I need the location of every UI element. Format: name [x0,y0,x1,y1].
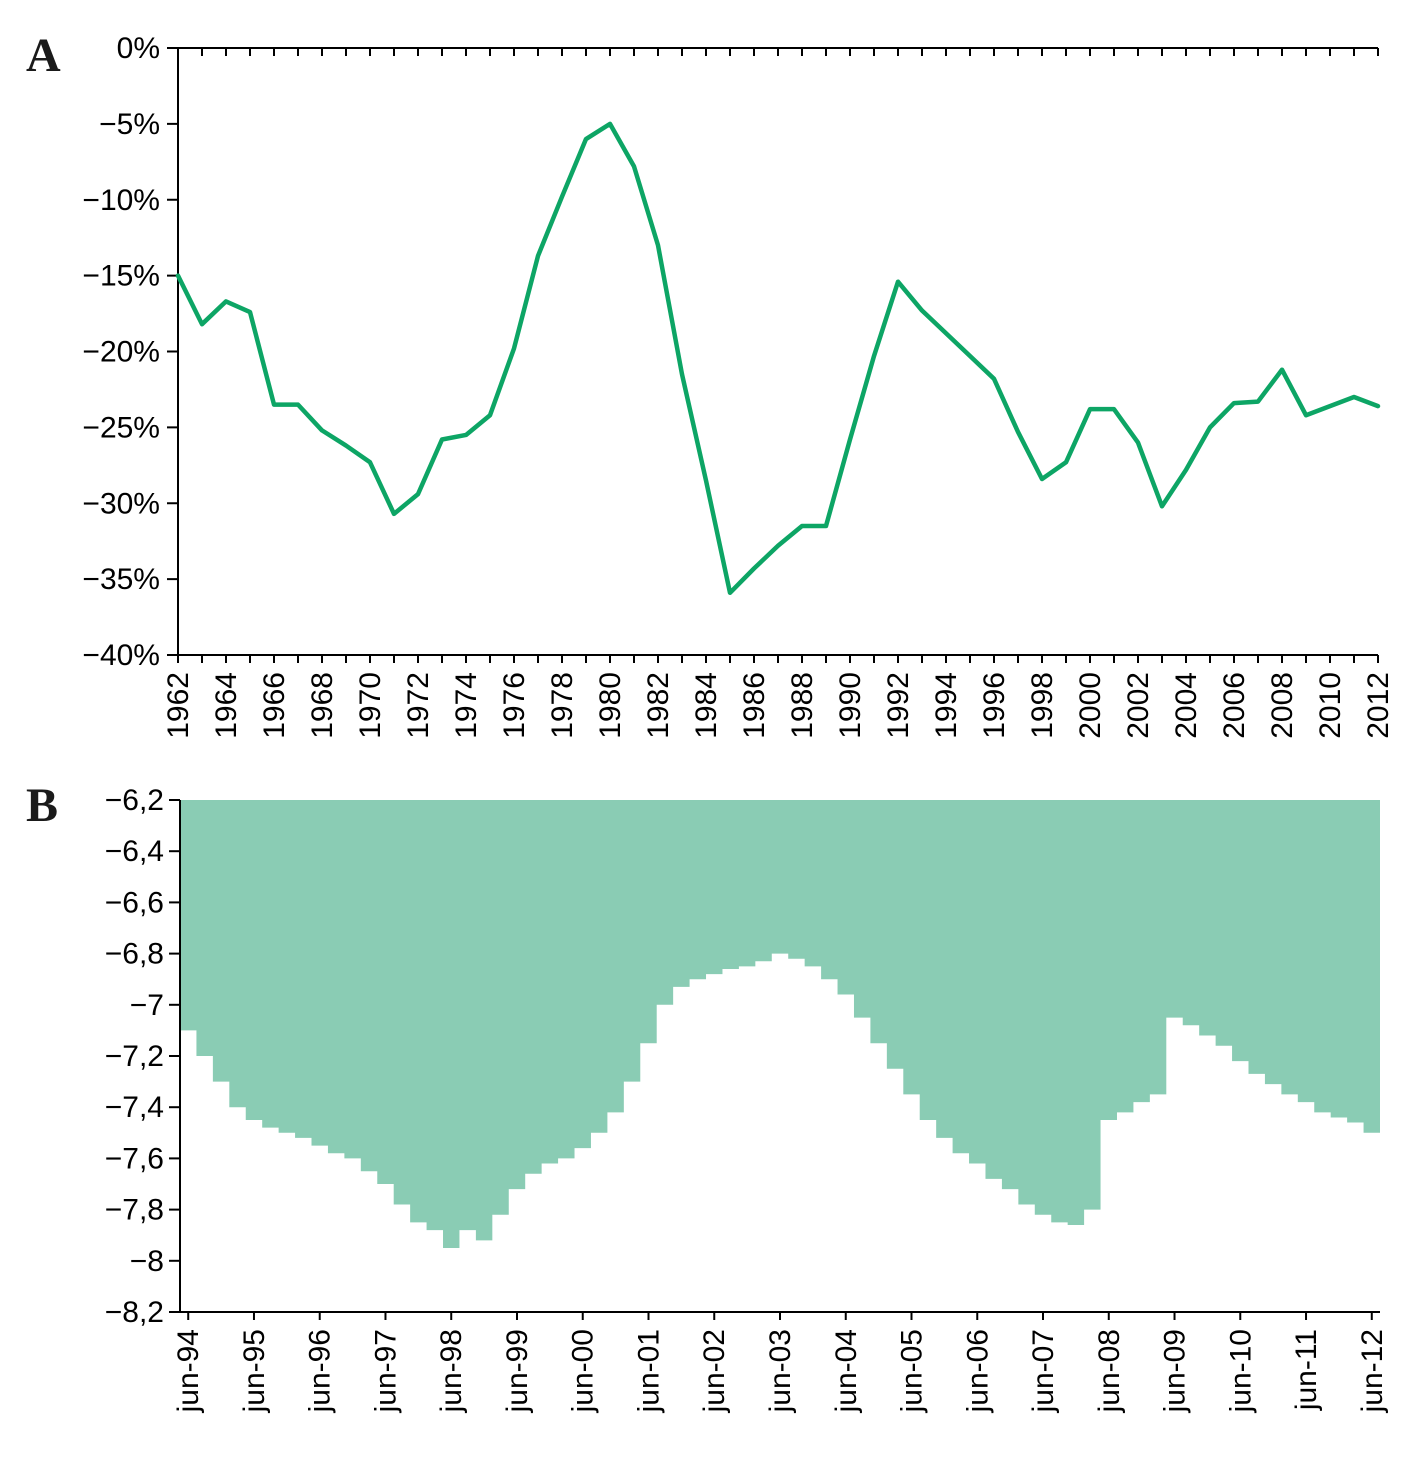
panel-b-ytick-label: −8,2 [105,1296,164,1329]
panel-a-ytick-label: −5% [99,108,160,141]
panel-b-ytick-label: −6,2 [105,784,164,817]
panel-b-area-chart: −6,2 −6,4 −6,6 −6,8 −7 −7,2 −7,4 −7,6 −7,8 −8 −8,2… [105,784,1389,1413]
panel-a-xtick-label: 1966 [258,672,291,739]
panel-b-ytick-label: −6,4 [105,835,164,868]
panel-a-xtick-label: 2010 [1314,672,1347,739]
panel-a-ytick-label: −15% [82,260,160,293]
panel-b-xtick-label: jun-98 [435,1329,468,1413]
panel-b-ytick-label: −7 [130,989,164,1022]
panel-b-ytick-label: −7,2 [105,1040,164,1073]
panel-b-xtick-label: jun-00 [567,1329,600,1413]
panel-a-xtick-label: 1990 [834,672,867,739]
panel-b-xtick-label: jun-02 [698,1329,731,1413]
panel-a-xtick-label: 2006 [1218,672,1251,739]
panel-b-xtick-label: jun-12 [1356,1329,1389,1413]
panel-a-ytick-label: −35% [82,563,160,596]
panel-b-xtick-label: jun-10 [1224,1329,1257,1413]
panel-b-ytick-label: −8 [130,1245,164,1278]
panel-a-xtick-label: 1994 [930,672,963,739]
panel-a-ytick-label: −25% [82,411,160,444]
panel-a-xtick-label: 1980 [594,672,627,739]
panel-b-xtick-label: jun-95 [238,1329,271,1413]
panel-b-xtick-label: jun-09 [1159,1329,1192,1413]
panel-a-xtick-label: 1978 [546,672,579,739]
panel-a-series-line [175,121,1381,596]
panel-a-xtick-label: 1970 [354,672,387,739]
panel-a-xtick-label: 2008 [1266,672,1299,739]
panel-b-ytick-label: −7,8 [105,1194,164,1227]
panel-a-xtick-label: 1962 [162,672,195,739]
panel-a-xtick-label: 1988 [786,672,819,739]
panel-b-ytick-label: −7,4 [105,1091,164,1124]
panel-b-axis-labels: −6,2 −6,4 −6,6 −6,8 −7 −7,2 −7,4 −7,6 −7,8 −8 −8,2… [105,784,1389,1413]
panel-a-xtick-label: 1972 [402,672,435,739]
panel-a-xtick-label: 1976 [498,672,531,739]
panel-a-xtick-label: 2000 [1074,672,1107,739]
panel-b-axes [169,799,1380,1320]
panel-a-ytick-label: −40% [82,639,160,672]
panel-a-xtick-label: 1964 [210,672,243,739]
panel-a-xtick-label: 1996 [978,672,1011,739]
panel-b-xtick-label: jun-99 [501,1329,534,1413]
panel-b-area-fill [180,800,1380,1248]
panel-b-xtick-label: jun-11 [1290,1329,1323,1411]
panel-b-letter: B [26,779,59,832]
panel-a-xtick-label: 2012 [1362,672,1395,739]
panel-a-xtick-label: 1984 [690,672,723,739]
panel-a-xtick-label: 1992 [882,672,915,739]
panel-a-letter: A [26,29,61,82]
panel-b-ytick-label: −7,6 [105,1142,164,1175]
panel-b-ytick-label: −6,6 [105,886,164,919]
panel-a-line-chart: 0% −5% −10% −15% −20% −25% −30% −35% −40%1962 196… [82,32,1395,739]
panel-a-axes [167,47,1379,663]
panel-b-ytick-label: −6,8 [105,938,164,971]
panel-b-xtick-label: jun-06 [961,1329,994,1413]
panel-b-xtick-label: jun-08 [1093,1329,1126,1413]
panel-a-xtick-label: 2002 [1122,672,1155,739]
panel-b-xtick-label: jun-97 [369,1329,402,1413]
panel-a-xtick-label: 1968 [306,672,339,739]
panel-b-xtick-label: jun-04 [830,1329,863,1413]
panel-b-xtick-label: jun-01 [632,1329,665,1413]
panel-a-axis-labels: 0% −5% −10% −15% −20% −25% −30% −35% −40%1962 196… [82,32,1395,739]
panel-b-xtick-label: jun-07 [1027,1329,1060,1413]
panel-a-xtick-label: 2004 [1170,672,1203,739]
panel-a-xtick-label: 1982 [642,672,675,739]
panel-b-xtick-label: jun-03 [764,1329,797,1413]
panel-a-ytick-label: −10% [82,184,160,217]
panel-a-ytick-label: −30% [82,487,160,520]
panel-b-xtick-label: jun-94 [172,1329,205,1413]
panel-a-xtick-label: 1974 [450,672,483,739]
panel-a-xtick-label: 1986 [738,672,771,739]
panel-a-ytick-label: 0% [117,32,160,65]
panel-a-xtick-label: 1998 [1026,672,1059,739]
panel-b-xtick-label: jun-96 [304,1329,337,1413]
panel-b-xtick-label: jun-05 [896,1329,929,1413]
panel-a-ytick-label: −20% [82,336,160,369]
